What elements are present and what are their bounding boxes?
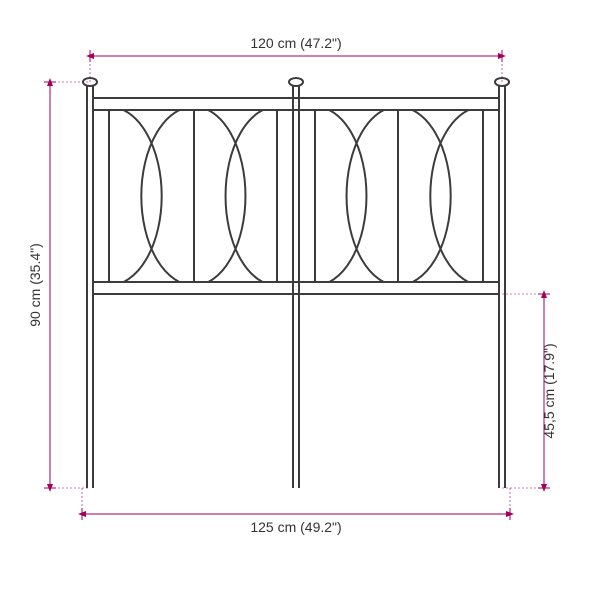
dimension-vertical: 90 cm (35.4") bbox=[27, 82, 56, 488]
headboard-dimension-diagram: 120 cm (47.2") 125 cm (49.2") 90 cm (35.4"… bbox=[0, 0, 600, 600]
dimension-horizontal: 120 cm (47.2") bbox=[90, 35, 502, 62]
decorative-panel bbox=[56, 107, 246, 286]
decorative-panel bbox=[143, 107, 329, 286]
dimension-label: 45,5 cm (17.9") bbox=[541, 343, 557, 438]
decorative-panel bbox=[345, 107, 535, 286]
product-drawing bbox=[56, 78, 535, 488]
dimension-vertical: 45,5 cm (17.9") bbox=[538, 294, 557, 488]
dimension-label: 90 cm (35.4") bbox=[27, 243, 43, 327]
dimension-horizontal: 125 cm (49.2") bbox=[82, 508, 510, 535]
decorative-panel bbox=[264, 107, 450, 286]
post-cap bbox=[289, 78, 303, 86]
dimension-label: 120 cm (47.2") bbox=[250, 35, 341, 51]
dimension-label: 125 cm (49.2") bbox=[250, 519, 341, 535]
